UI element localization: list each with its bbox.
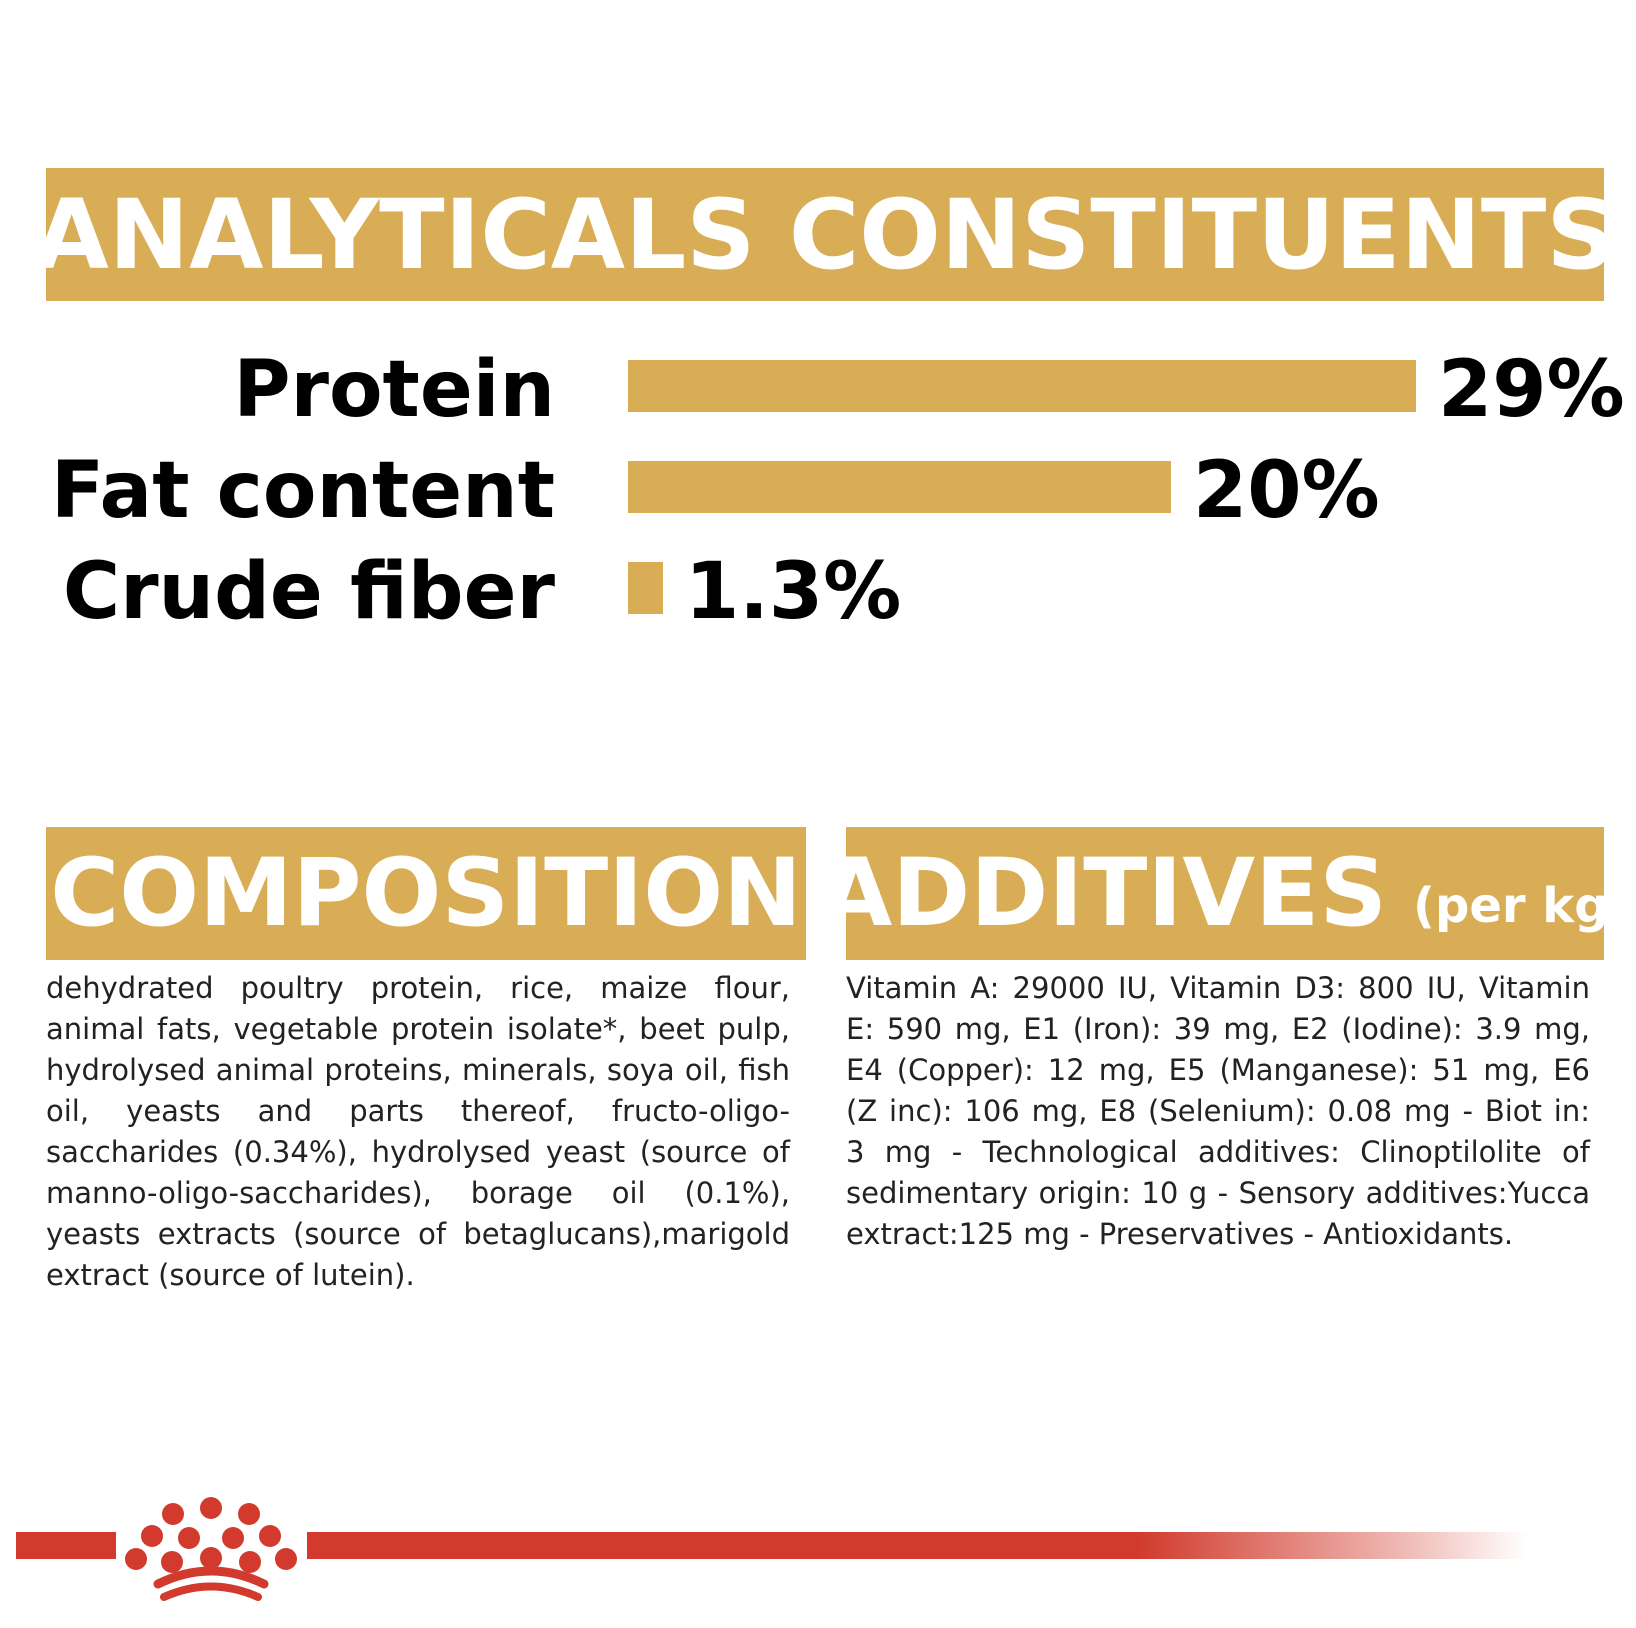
brand-stripe-right [307,1532,1527,1559]
composition-text: dehydrated poultry protein, rice, maize … [46,971,790,1292]
additives-title: ADDITIVES [819,839,1388,948]
additives-header: ADDITIVES (per kg) [820,827,1631,960]
bar-protein [628,360,1416,412]
label-fat-content: Fat content [50,446,555,536]
value-crude-fiber: 1.3% [685,547,902,637]
analytical-constituents-header: ANALYTICALS CONSTITUENTS [34,168,1616,301]
brand-stripe-left [16,1532,116,1559]
additives-unit: (per kg) [1413,877,1631,934]
crown-logo-icon [125,1497,297,1601]
additives-text: Vitamin A: 29000 IU, Vitamin D3: 800 IU,… [846,971,1590,1251]
bar-crude-fiber [628,562,663,614]
bar-fat-content [628,461,1171,513]
label-protein: Protein [233,345,555,435]
value-fat-content: 20% [1193,446,1380,536]
value-protein: 29% [1438,345,1625,435]
analytical-constituents-title: ANALYTICALS CONSTITUENTS [34,178,1616,291]
composition-title: COMPOSITION [50,839,802,948]
composition-header: COMPOSITION [46,827,806,960]
label-crude-fiber: Crude fiber [62,547,555,637]
